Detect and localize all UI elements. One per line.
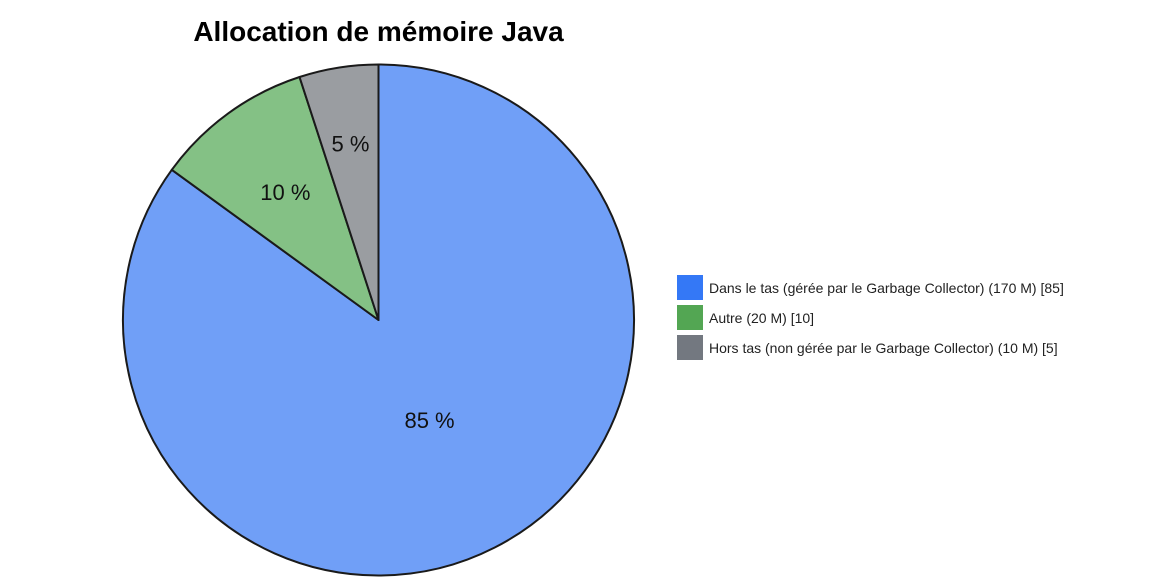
legend-item-heap[interactable]: Dans le tas (gérée par le Garbage Collec… xyxy=(677,275,1064,300)
pie-slice-labels: 85 % 10 % 5 % xyxy=(260,131,454,433)
pie-slice-off-heap[interactable] xyxy=(298,63,380,321)
pie-slices xyxy=(122,63,635,577)
chart-title: Allocation de mémoire Java xyxy=(193,16,564,47)
legend-swatch-off-heap xyxy=(677,335,703,360)
slice-label-off-heap: 5 % xyxy=(332,131,370,156)
legend-label-other: Autre (20 M) [10] xyxy=(709,309,815,326)
legend-item-off-heap[interactable]: Hors tas (non gérée par le Garbage Colle… xyxy=(677,335,1064,360)
pie-slice-other[interactable] xyxy=(170,76,380,321)
legend-label-heap: Dans le tas (gérée par le Garbage Collec… xyxy=(709,279,1064,296)
legend-swatch-heap xyxy=(677,275,703,300)
legend-swatch-other xyxy=(677,305,703,330)
legend-label-off-heap: Hors tas (non gérée par le Garbage Colle… xyxy=(709,339,1058,356)
pie-chart: 85 % 10 % 5 % xyxy=(122,63,635,577)
slice-label-heap: 85 % xyxy=(404,408,454,433)
legend: Dans le tas (gérée par le Garbage Collec… xyxy=(677,275,1064,365)
pie-slice-heap[interactable] xyxy=(122,63,635,577)
slice-label-other: 10 % xyxy=(260,180,310,205)
legend-item-other[interactable]: Autre (20 M) [10] xyxy=(677,305,1064,330)
